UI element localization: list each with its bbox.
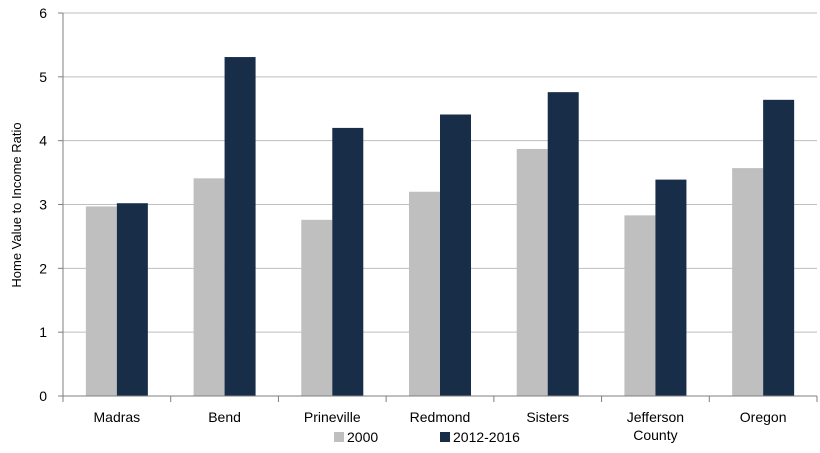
x-tick-label-6: Oregon bbox=[740, 409, 787, 425]
legend-label-1: 2000 bbox=[347, 429, 378, 445]
x-tick-label-5: Jefferson County bbox=[627, 409, 684, 443]
bar-series2-4 bbox=[547, 92, 579, 397]
y-tick-label-4: 4 bbox=[39, 133, 47, 149]
bar-series1-6 bbox=[732, 168, 764, 396]
bar-series2-1 bbox=[224, 57, 256, 397]
bar-series2-5 bbox=[655, 179, 687, 396]
legend: 2000 2012-2016 bbox=[334, 429, 520, 445]
y-tick-label-6: 6 bbox=[39, 5, 47, 21]
y-tick-label-0: 0 bbox=[39, 388, 47, 404]
bar-series2-2 bbox=[332, 127, 364, 397]
bar-series2-3 bbox=[440, 114, 471, 397]
legend-swatch-1 bbox=[334, 432, 344, 442]
x-tick-label-1: Bend bbox=[208, 409, 241, 425]
legend-swatch-2 bbox=[440, 432, 450, 442]
bar-series2-0 bbox=[116, 203, 148, 396]
axes: 0 1 2 3 4 5 6 Madras Bend Prineville Redmond Sister… bbox=[39, 5, 818, 443]
bar-series1-5 bbox=[624, 215, 656, 396]
x-tick-label-0: Madras bbox=[94, 409, 141, 425]
bar-series1-4 bbox=[516, 148, 548, 396]
bar-series2-6 bbox=[763, 99, 795, 397]
x-tick-label-3: Redmond bbox=[410, 409, 471, 425]
y-tick-label-5: 5 bbox=[39, 69, 47, 85]
bar-series1-3 bbox=[409, 191, 440, 396]
y-tick-label-1: 1 bbox=[39, 324, 47, 340]
bar-series1-2 bbox=[301, 219, 333, 396]
bar-series1-1 bbox=[193, 178, 225, 396]
bars bbox=[85, 57, 795, 397]
y-tick-label-3: 3 bbox=[39, 197, 47, 213]
y-axis-title: Home Value to Income Ratio bbox=[9, 122, 24, 287]
legend-label-2: 2012-2016 bbox=[453, 429, 520, 445]
x-tick-label-4: Sisters bbox=[526, 409, 569, 425]
x-tick-label-2: Prineville bbox=[304, 409, 361, 425]
y-tick-label-2: 2 bbox=[39, 260, 47, 276]
bar-series1-0 bbox=[85, 206, 117, 396]
